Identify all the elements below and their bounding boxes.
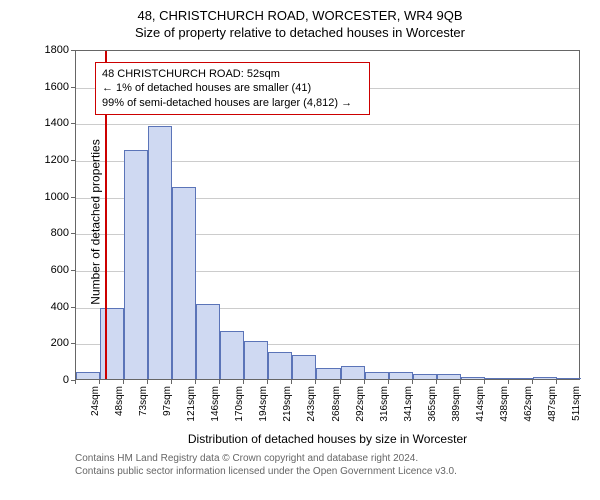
x-tick-label: 194sqm bbox=[258, 386, 269, 426]
x-tick-mark bbox=[171, 380, 172, 384]
y-tick-label: 1800 bbox=[39, 44, 69, 56]
y-tick-mark bbox=[71, 160, 75, 161]
x-tick-mark bbox=[364, 380, 365, 384]
histogram-bar bbox=[341, 366, 365, 379]
x-tick-mark bbox=[556, 380, 557, 384]
x-tick-label: 243sqm bbox=[306, 386, 317, 426]
x-tick-label: 292sqm bbox=[355, 386, 366, 426]
histogram-bar bbox=[76, 372, 100, 379]
histogram-bar bbox=[389, 372, 413, 379]
histogram-bar bbox=[268, 352, 292, 380]
footer-text: Contains HM Land Registry data © Crown c… bbox=[75, 452, 457, 478]
histogram-bar bbox=[292, 355, 316, 379]
x-tick-label: 24sqm bbox=[90, 386, 101, 426]
y-tick-mark bbox=[71, 50, 75, 51]
x-tick-label: 511sqm bbox=[571, 386, 582, 426]
y-tick-mark bbox=[71, 123, 75, 124]
x-tick-mark bbox=[123, 380, 124, 384]
x-tick-label: 268sqm bbox=[331, 386, 342, 426]
x-tick-mark bbox=[508, 380, 509, 384]
x-tick-label: 414sqm bbox=[475, 386, 486, 426]
footer-line-2: Contains public sector information licen… bbox=[75, 465, 457, 478]
histogram-bar bbox=[557, 378, 581, 379]
histogram-bar bbox=[316, 368, 340, 379]
histogram-bar bbox=[220, 331, 244, 379]
y-tick-mark bbox=[71, 87, 75, 88]
histogram-bar bbox=[244, 341, 268, 380]
info-line-2: ← 1% of detached houses are smaller (41) bbox=[102, 81, 363, 95]
y-tick-label: 1200 bbox=[39, 154, 69, 166]
x-tick-label: 121sqm bbox=[186, 386, 197, 426]
x-tick-mark bbox=[315, 380, 316, 384]
x-tick-label: 48sqm bbox=[114, 386, 125, 426]
chart-container: { "title": "48, CHRISTCHURCH ROAD, WORCE… bbox=[0, 0, 600, 500]
x-tick-mark bbox=[291, 380, 292, 384]
histogram-bar bbox=[461, 377, 485, 379]
x-tick-mark bbox=[412, 380, 413, 384]
x-tick-mark bbox=[75, 380, 76, 384]
x-tick-mark bbox=[388, 380, 389, 384]
y-tick-label: 200 bbox=[39, 337, 69, 349]
histogram-bar bbox=[365, 372, 389, 379]
y-tick-mark bbox=[71, 270, 75, 271]
y-tick-label: 1600 bbox=[39, 81, 69, 93]
histogram-bar bbox=[509, 378, 533, 379]
y-tick-mark bbox=[71, 197, 75, 198]
x-axis-label: Distribution of detached houses by size … bbox=[75, 432, 580, 446]
x-tick-label: 438sqm bbox=[499, 386, 510, 426]
y-tick-label: 1400 bbox=[39, 117, 69, 129]
histogram-bar bbox=[100, 308, 124, 380]
info-line-3: 99% of semi-detached houses are larger (… bbox=[102, 96, 363, 110]
x-tick-label: 487sqm bbox=[547, 386, 558, 426]
y-tick-mark bbox=[71, 343, 75, 344]
x-tick-label: 365sqm bbox=[427, 386, 438, 426]
histogram-bar bbox=[485, 378, 509, 379]
x-tick-mark bbox=[147, 380, 148, 384]
x-tick-mark bbox=[436, 380, 437, 384]
x-tick-mark bbox=[195, 380, 196, 384]
info-line-1: 48 CHRISTCHURCH ROAD: 52sqm bbox=[102, 67, 363, 81]
chart-subtitle: Size of property relative to detached ho… bbox=[8, 25, 592, 40]
x-tick-mark bbox=[484, 380, 485, 384]
x-tick-label: 97sqm bbox=[162, 386, 173, 426]
x-tick-mark bbox=[460, 380, 461, 384]
histogram-bar bbox=[172, 187, 196, 380]
x-tick-label: 146sqm bbox=[210, 386, 221, 426]
x-tick-label: 462sqm bbox=[523, 386, 534, 426]
y-tick-label: 0 bbox=[39, 374, 69, 386]
histogram-bar bbox=[437, 374, 461, 380]
x-tick-label: 316sqm bbox=[379, 386, 390, 426]
x-tick-mark bbox=[340, 380, 341, 384]
x-tick-label: 170sqm bbox=[234, 386, 245, 426]
histogram-bar bbox=[124, 150, 148, 379]
y-tick-mark bbox=[71, 233, 75, 234]
y-tick-mark bbox=[71, 307, 75, 308]
info-box: 48 CHRISTCHURCH ROAD: 52sqm ← 1% of deta… bbox=[95, 62, 370, 115]
histogram-bar bbox=[196, 304, 220, 379]
y-tick-label: 800 bbox=[39, 227, 69, 239]
histogram-bar bbox=[533, 377, 557, 379]
x-tick-label: 219sqm bbox=[282, 386, 293, 426]
histogram-bar bbox=[413, 374, 437, 380]
x-tick-mark bbox=[532, 380, 533, 384]
x-tick-label: 389sqm bbox=[451, 386, 462, 426]
x-tick-label: 341sqm bbox=[403, 386, 414, 426]
y-tick-label: 1000 bbox=[39, 191, 69, 203]
x-tick-label: 73sqm bbox=[138, 386, 149, 426]
x-tick-mark bbox=[219, 380, 220, 384]
chart-title: 48, CHRISTCHURCH ROAD, WORCESTER, WR4 9Q… bbox=[8, 8, 592, 23]
histogram-bar bbox=[148, 126, 172, 379]
y-axis-label: Number of detached properties bbox=[89, 139, 103, 304]
y-tick-label: 600 bbox=[39, 264, 69, 276]
x-tick-mark bbox=[243, 380, 244, 384]
y-tick-label: 400 bbox=[39, 301, 69, 313]
footer-line-1: Contains HM Land Registry data © Crown c… bbox=[75, 452, 457, 465]
x-tick-mark bbox=[99, 380, 100, 384]
x-tick-mark bbox=[267, 380, 268, 384]
